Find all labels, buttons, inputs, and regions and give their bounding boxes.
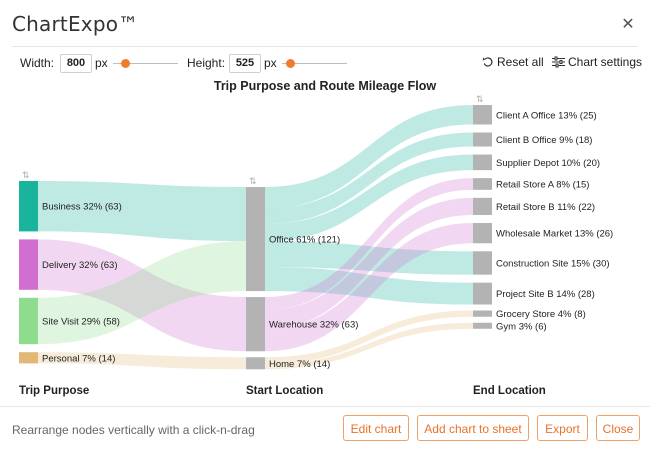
sankey-node-business[interactable] <box>19 181 38 232</box>
sankey-node-label-wholesale: Wholesale Market 13% (26) <box>496 229 613 240</box>
sankey-node-label-personal: Personal 7% (14) <box>42 353 115 364</box>
sankey-link-office-supplier <box>265 154 473 242</box>
sankey-node-label-clienta: Client A Office 13% (25) <box>496 110 597 121</box>
sankey-links <box>38 105 473 370</box>
column-label-trip-purpose: Trip Purpose <box>19 385 90 397</box>
sankey-node-wholesale[interactable] <box>473 223 492 244</box>
sankey-node-delivery[interactable] <box>19 239 38 290</box>
chart-settings-button[interactable]: Chart settings <box>552 55 642 69</box>
sankey-node-retailb[interactable] <box>473 197 492 215</box>
sankey-link-home-grocery <box>265 310 473 365</box>
sankey-nodes: Business 32% (63) Delivery 32% (63) Site V… <box>19 95 613 370</box>
sankey-node-label-home: Home 7% (14) <box>269 359 330 370</box>
sankey-chart: Business 32% (63) Delivery 32% (63) Site V… <box>19 95 613 370</box>
height-slider-track[interactable] <box>282 63 347 64</box>
sankey-link-personal-home <box>38 352 246 370</box>
header-divider <box>12 46 638 47</box>
sankey-link-home-gym <box>265 322 473 370</box>
close-button[interactable]: Close <box>596 415 640 441</box>
close-icon[interactable]: ✕ <box>621 16 635 33</box>
reset-all-button[interactable]: Reset all <box>482 55 544 69</box>
sankey-node-label-grocery: Grocery Store 4% (8) <box>496 309 586 320</box>
reset-icon <box>482 57 493 67</box>
sankey-link-business-office <box>38 181 246 242</box>
reorder-handle-icon[interactable]: ⇅ <box>22 171 30 181</box>
sankey-link-office-clientb <box>265 132 473 224</box>
width-unit: px <box>95 56 108 70</box>
sankey-node-supplier[interactable] <box>473 154 492 171</box>
sankey-link-warehouse-retailb <box>265 197 473 329</box>
height-input[interactable]: 525 <box>229 54 261 73</box>
sankey-node-warehouse[interactable] <box>246 297 265 352</box>
sankey-node-label-clientb: Client B Office 9% (18) <box>496 135 592 146</box>
chart-settings-label: Chart settings <box>568 55 643 69</box>
sankey-node-label-delivery: Delivery 32% (63) <box>42 260 118 271</box>
sankey-node-label-construction: Construction Site 15% (30) <box>496 258 610 269</box>
sankey-node-label-warehouse: Warehouse 32% (63) <box>269 320 358 331</box>
sankey-node-personal[interactable] <box>19 352 38 364</box>
sankey-node-label-projectb: Project Site B 14% (28) <box>496 289 595 300</box>
footer-divider <box>0 406 650 407</box>
sankey-node-home[interactable] <box>246 357 265 370</box>
sankey-link-sitevisit-office <box>38 241 246 345</box>
sankey-link-warehouse-wholesale <box>265 223 473 352</box>
sankey-link-office-clienta <box>265 105 473 209</box>
height-slider-handle[interactable] <box>286 59 295 68</box>
sankey-node-sitevisit[interactable] <box>19 297 38 345</box>
drag-hint-text: Rearrange nodes vertically with a click-… <box>12 423 255 437</box>
sankey-node-label-office: Office 61% (121) <box>269 235 340 246</box>
width-slider-handle[interactable] <box>121 59 130 68</box>
sankey-node-label-gym: Gym 3% (6) <box>496 321 547 332</box>
reorder-handle-icon[interactable]: ⇅ <box>249 177 257 187</box>
sankey-node-projectb[interactable] <box>473 282 492 305</box>
width-label: Width: <box>20 56 55 70</box>
width-slider-track[interactable] <box>113 63 178 64</box>
reset-all-label: Reset all <box>497 55 544 69</box>
reorder-handle-icon[interactable]: ⇅ <box>476 95 484 105</box>
chart-title: Trip Purpose and Route Mileage Flow <box>213 79 437 93</box>
sankey-node-construction[interactable] <box>473 251 492 275</box>
sankey-node-label-business: Business 32% (63) <box>42 202 122 213</box>
height-unit: px <box>264 56 277 70</box>
sankey-node-label-supplier: Supplier Depot 10% (20) <box>496 158 600 169</box>
sankey-node-clienta[interactable] <box>473 105 492 125</box>
sankey-link-office-construction <box>265 241 473 275</box>
sankey-node-label-retaila: Retail Store A 8% (15) <box>496 179 589 190</box>
sankey-node-office[interactable] <box>246 187 265 292</box>
app-title: ChartExpo™ <box>12 12 139 36</box>
sankey-link-warehouse-retaila <box>265 178 473 310</box>
height-label: Height: <box>187 56 226 70</box>
sankey-link-office-projectb <box>265 266 473 305</box>
edit-chart-button[interactable]: Edit chart <box>343 415 409 441</box>
sankey-node-label-sitevisit: Site Visit 29% (58) <box>42 317 120 328</box>
sankey-link-delivery-warehouse <box>38 239 246 352</box>
column-label-start-location: Start Location <box>246 385 324 397</box>
export-button[interactable]: Export <box>537 415 588 441</box>
width-input[interactable]: 800 <box>60 54 92 73</box>
sankey-node-grocery[interactable] <box>473 310 492 317</box>
column-label-end-location: End Location <box>473 385 546 397</box>
add-chart-to-sheet-button[interactable]: Add chart to sheet <box>417 415 529 441</box>
sankey-node-clientb[interactable] <box>473 132 492 147</box>
sankey-node-gym[interactable] <box>473 322 492 329</box>
sankey-node-label-retailb: Retail Store B 11% (22) <box>496 202 595 213</box>
settings-sliders-icon <box>552 56 565 68</box>
sankey-node-retaila[interactable] <box>473 178 492 190</box>
